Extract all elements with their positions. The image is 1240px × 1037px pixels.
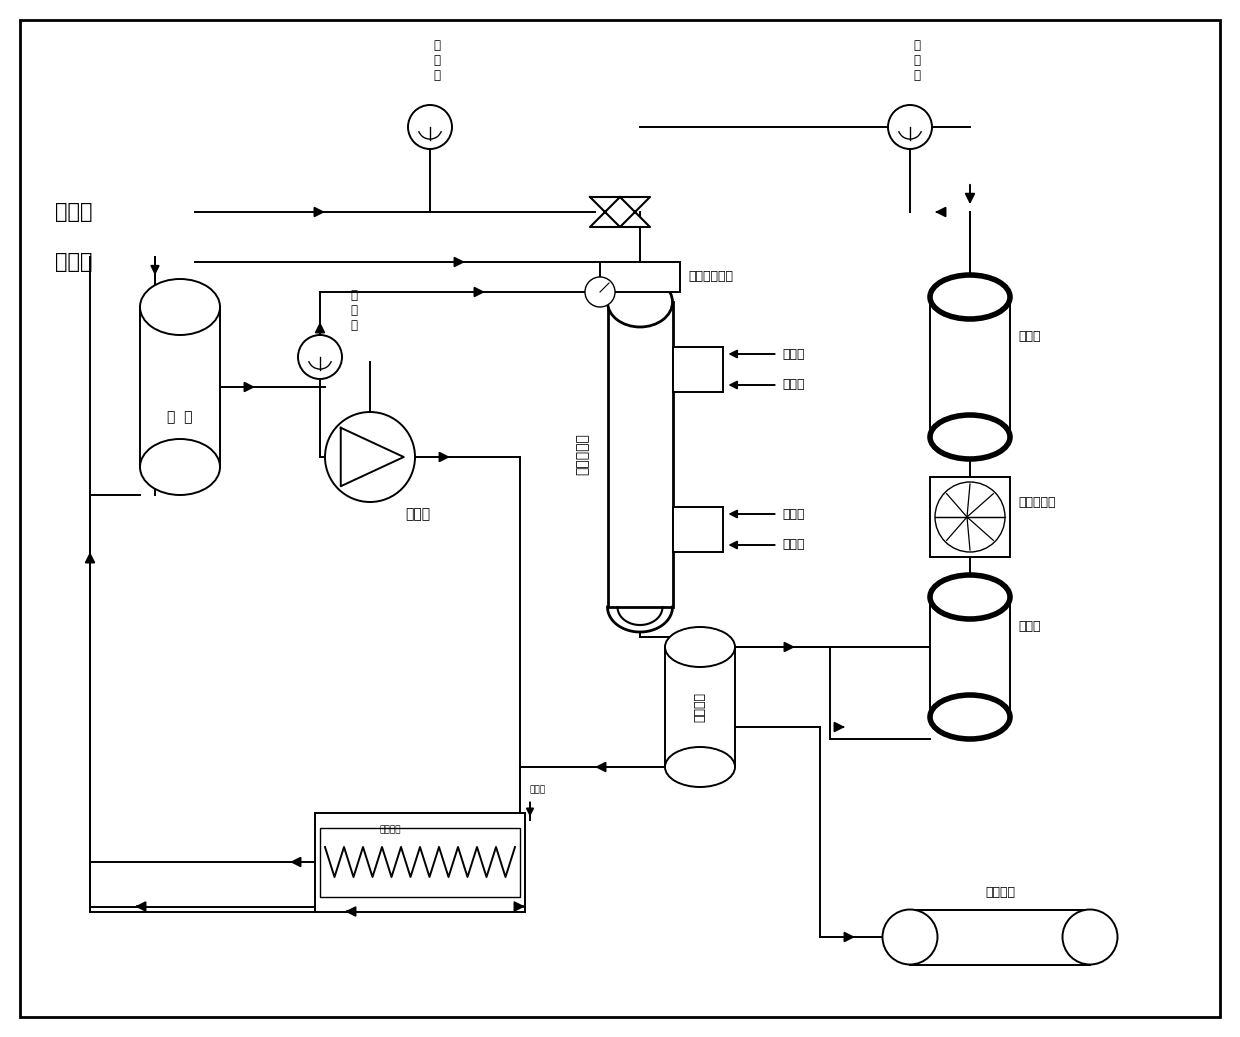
Ellipse shape [1063,909,1117,964]
Text: 冷油进: 冷油进 [782,538,805,552]
Bar [320,828,520,897]
Bar [140,307,219,467]
Ellipse shape [665,627,735,667]
Text: 流
量
计: 流 量 计 [433,39,440,82]
Circle shape [325,412,415,502]
Text: 冷油出: 冷油出 [782,379,805,392]
Polygon shape [590,197,620,227]
Circle shape [888,105,932,149]
Ellipse shape [140,439,219,495]
Text: 微通道混合器: 微通道混合器 [688,271,733,283]
Text: 原料泵: 原料泵 [405,507,430,521]
Text: 热油出: 热油出 [782,347,805,361]
Text: 产品收集: 产品收集 [985,887,1016,899]
Ellipse shape [665,747,735,787]
Ellipse shape [608,277,672,327]
Bar [608,302,672,607]
Text: 氢气进: 氢气进 [55,202,93,222]
Circle shape [298,335,342,379]
Ellipse shape [930,415,1011,459]
Text: 管式反应器: 管式反应器 [575,433,589,475]
Ellipse shape [140,279,219,335]
Text: 关闭阀: 关闭阀 [529,785,546,794]
Bar [910,909,1090,964]
Bar [600,262,680,292]
Circle shape [585,277,615,307]
Text: 氮气进: 氮气进 [55,252,93,272]
Circle shape [935,482,1004,552]
Ellipse shape [930,275,1011,319]
Ellipse shape [883,909,937,964]
Polygon shape [620,197,650,227]
Bar [315,813,525,912]
Text: 氮气压缩机: 氮气压缩机 [1018,496,1055,508]
Text: 流
量
计: 流 量 计 [350,289,357,332]
Bar [672,347,723,392]
Bar [930,597,1011,717]
Text: 缓冲罐: 缓冲罐 [1018,620,1040,634]
Text: 气液分离: 气液分离 [693,692,707,722]
Bar [910,909,1090,964]
Text: 流
量
计: 流 量 计 [913,39,920,82]
Text: 热油进: 热油进 [782,507,805,521]
Text: 缓冲罐: 缓冲罐 [1018,331,1040,343]
Bar [930,297,1011,437]
Polygon shape [341,427,404,486]
Ellipse shape [930,574,1011,619]
Bar [930,477,1011,557]
Ellipse shape [930,695,1011,739]
Bar [672,507,723,552]
Text: 原  料: 原 料 [167,410,192,424]
Circle shape [408,105,453,149]
Text: 天平衡时: 天平衡时 [379,825,401,834]
Bar [665,647,735,767]
